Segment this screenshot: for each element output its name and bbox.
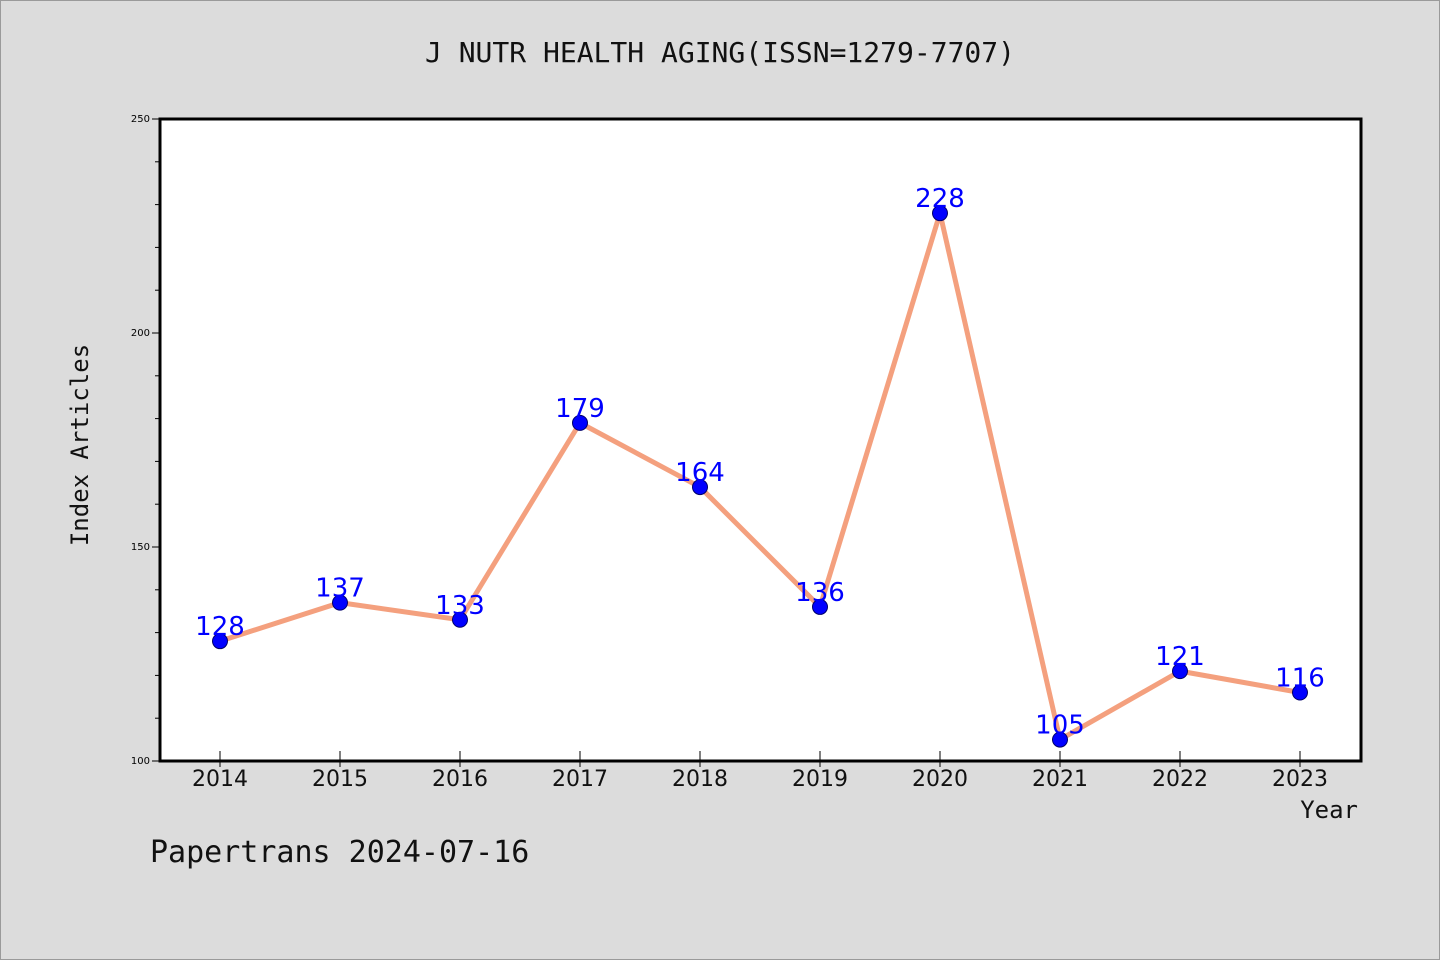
data-point (1172, 663, 1188, 680)
y-tick-label: 150 (131, 542, 150, 553)
data-point (1292, 684, 1308, 701)
data-point (1052, 731, 1068, 748)
data-label: 105 (1035, 711, 1085, 741)
x-tick-label: 2018 (672, 767, 728, 792)
x-tick-label: 2023 (1272, 767, 1328, 792)
data-point (452, 611, 468, 628)
data-label: 116 (1275, 664, 1325, 694)
data-label: 164 (675, 458, 725, 488)
data-label: 133 (435, 591, 485, 621)
x-tick-label: 2015 (312, 767, 368, 792)
x-tick-label: 2020 (912, 767, 968, 792)
data-point (692, 479, 708, 496)
x-tick-label: 2017 (552, 767, 608, 792)
data-label: 128 (195, 612, 245, 642)
y-tick-label: 100 (131, 756, 150, 767)
series-line (217, 210, 1303, 743)
data-point (812, 598, 828, 615)
footer-credit: Papertrans 2024-07-16 (150, 835, 530, 870)
data-point (932, 205, 948, 222)
data-point (212, 633, 228, 650)
chart-title: J NUTR HEALTH AGING(ISSN=1279-7707) (424, 36, 1015, 69)
y-tick-label: 250 (131, 114, 150, 125)
x-tick-label: 2021 (1032, 767, 1088, 792)
plot-area (160, 119, 1361, 761)
x-axis-label: Year (1300, 796, 1358, 824)
y-axis-label: Index Articles (66, 343, 94, 547)
data-point (572, 414, 588, 431)
x-tick-label: 2019 (792, 767, 848, 792)
data-label: 228 (915, 184, 965, 214)
y-tick-label: 200 (131, 328, 150, 339)
data-label: 136 (795, 578, 845, 608)
x-tick-label: 2022 (1152, 767, 1208, 792)
data-label: 137 (315, 574, 365, 604)
data-label: 121 (1155, 642, 1205, 672)
plot-border (158, 117, 1363, 763)
data-label: 179 (555, 394, 605, 424)
x-tick-label: 2014 (192, 767, 248, 792)
data-point (332, 594, 348, 611)
x-tick-label: 2016 (432, 767, 488, 792)
